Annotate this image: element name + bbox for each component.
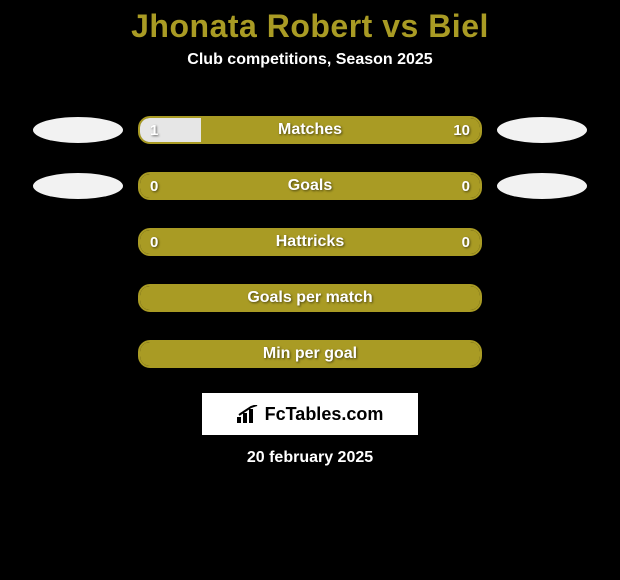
stat-value-right: 0: [462, 230, 470, 254]
page-title: Jhonata Robert vs Biel: [0, 0, 620, 45]
left-team-badge-slot: [28, 337, 128, 371]
stat-row: 1 Matches 10: [0, 113, 620, 147]
logo-text: FcTables.com: [265, 404, 384, 425]
left-team-badge-slot: [28, 281, 128, 315]
stat-label: Goals: [140, 174, 480, 198]
stat-label: Min per goal: [140, 342, 480, 366]
stat-bar: 1 Matches 10: [138, 116, 482, 144]
stat-bar: 0 Hattricks 0: [138, 228, 482, 256]
right-team-badge-slot: [492, 113, 592, 147]
right-team-badge-slot: [492, 337, 592, 371]
left-team-badge: [33, 173, 123, 199]
left-team-badge: [33, 117, 123, 143]
stat-label: Goals per match: [140, 286, 480, 310]
chart-icon: [237, 405, 259, 423]
stat-bar: Goals per match: [138, 284, 482, 312]
left-team-badge-slot: [28, 225, 128, 259]
left-team-badge-slot: [28, 169, 128, 203]
right-team-badge-slot: [492, 169, 592, 203]
right-team-badge: [497, 173, 587, 199]
stat-value-right: 10: [453, 118, 470, 142]
page-subtitle: Club competitions, Season 2025: [0, 51, 620, 69]
stat-row: Min per goal: [0, 337, 620, 371]
stat-bar: 0 Goals 0: [138, 172, 482, 200]
source-logo: FcTables.com: [202, 393, 418, 435]
date-label: 20 february 2025: [0, 449, 620, 467]
stat-row: 0 Goals 0: [0, 169, 620, 203]
stat-bar: Min per goal: [138, 340, 482, 368]
stat-label: Hattricks: [140, 230, 480, 254]
right-team-badge-slot: [492, 281, 592, 315]
left-team-badge-slot: [28, 113, 128, 147]
stat-row: 0 Hattricks 0: [0, 225, 620, 259]
right-team-badge-slot: [492, 225, 592, 259]
stat-rows: 1 Matches 10 0 Goals 0: [0, 113, 620, 371]
stat-value-right: 0: [462, 174, 470, 198]
right-team-badge: [497, 117, 587, 143]
comparison-infographic: Jhonata Robert vs Biel Club competitions…: [0, 0, 620, 580]
stat-row: Goals per match: [0, 281, 620, 315]
stat-label: Matches: [140, 118, 480, 142]
